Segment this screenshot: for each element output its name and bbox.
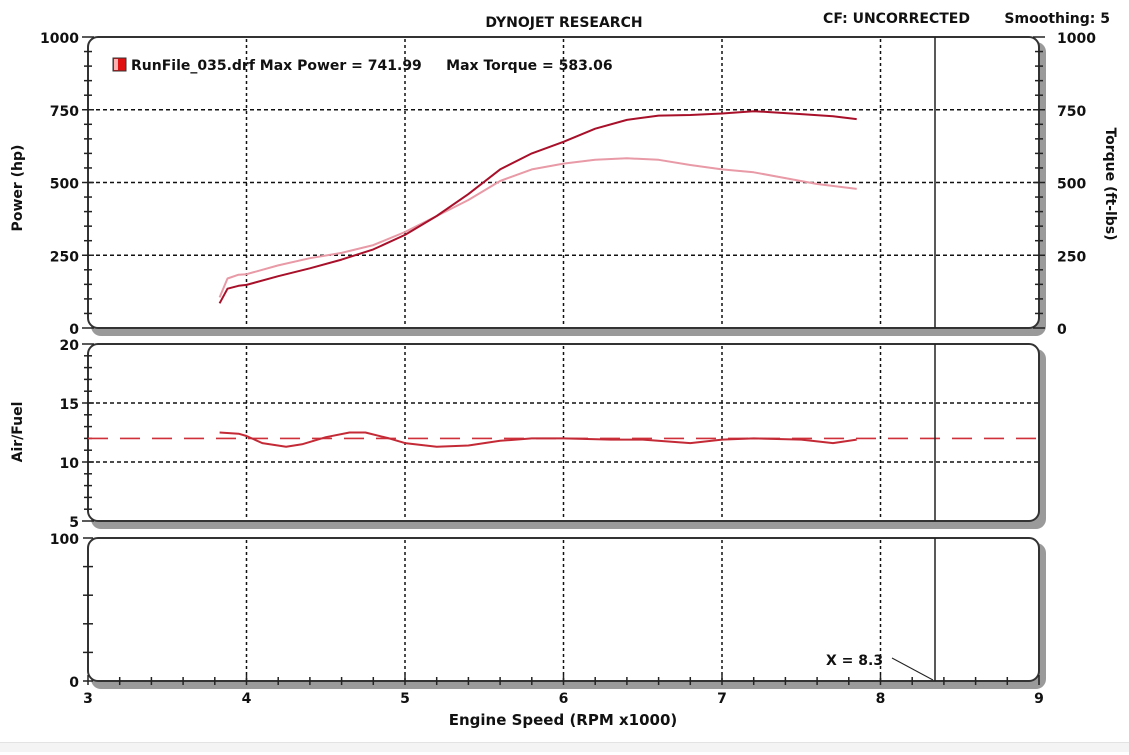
x-tick-label: 4 [242, 691, 252, 707]
correction-factor-label: CF: UNCORRECTED [823, 11, 970, 27]
afr-tick-label: 5 [69, 515, 79, 531]
aux-tick-label: 0 [69, 675, 79, 691]
afr-tick-label: 10 [60, 456, 80, 472]
torque-tick-label: 750 [1057, 104, 1086, 120]
axis-ticks [82, 36, 1045, 685]
x-tick-label: 5 [400, 691, 410, 707]
data-series [88, 110, 1039, 448]
x-axis-title: Engine Speed (RPM x1000) [449, 711, 678, 729]
legend-text: RunFile_035.drf Max Power = 741.99 Max T… [131, 58, 613, 74]
axis-tick-labels: 1000750500250010007505002500201510510003… [40, 31, 1096, 707]
power-tick-label: 500 [50, 177, 79, 193]
cursor-label-leader [891, 657, 934, 681]
torque-tick-label: 500 [1057, 177, 1086, 193]
x-tick-label: 3 [83, 691, 93, 707]
torque-tick-label: 0 [1057, 322, 1067, 338]
cursor-readout: X = 8.3 [826, 653, 883, 669]
torque-axis-title: Torque (ft-lbs) [1102, 127, 1118, 240]
torque-tick-label: 1000 [1057, 31, 1096, 47]
afr-tick-label: 20 [60, 338, 80, 354]
power-curve [218, 110, 857, 304]
power-tick-label: 750 [50, 104, 79, 120]
afr-tick-label: 15 [60, 397, 79, 413]
power-axis-title: Power (hp) [10, 145, 26, 232]
power-tick-label: 250 [50, 249, 79, 265]
air-fuel-curve [219, 431, 857, 448]
chart-title: DYNOJET RESEARCH [485, 15, 642, 31]
x-tick-label: 7 [717, 691, 727, 707]
aux-tick-label: 100 [50, 532, 79, 548]
air-fuel-axis-title: Air/Fuel [10, 402, 26, 463]
x-tick-label: 9 [1034, 691, 1044, 707]
torque-tick-label: 250 [1057, 249, 1086, 265]
panel-frames [87, 36, 1046, 689]
grid-lines [89, 39, 1038, 680]
x-tick-label: 8 [876, 691, 886, 707]
smoothing-label: Smoothing: 5 [1004, 11, 1110, 27]
torque-curve [218, 157, 857, 298]
x-tick-label: 6 [559, 691, 569, 707]
window-bottom-strip [0, 742, 1129, 752]
power-tick-label: 0 [69, 322, 79, 338]
power-tick-label: 1000 [40, 31, 79, 47]
